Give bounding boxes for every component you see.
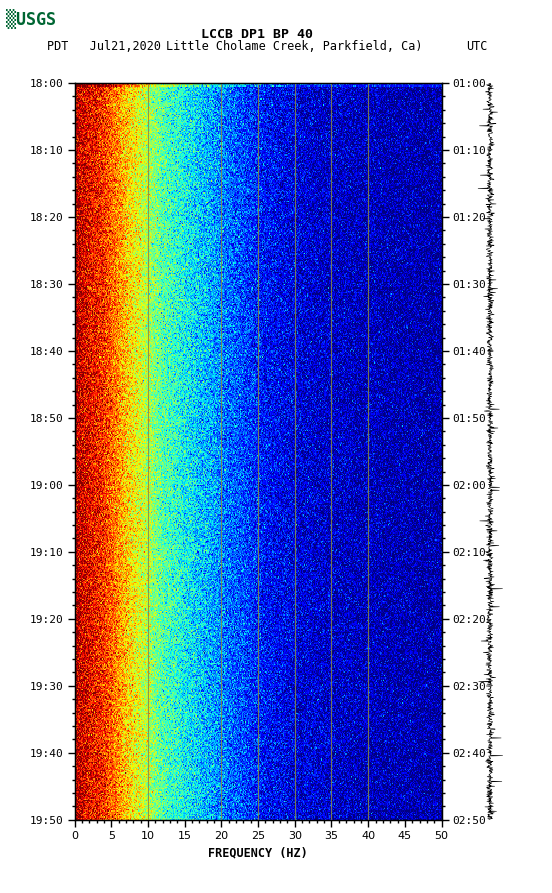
Text: PDT   Jul21,2020: PDT Jul21,2020 xyxy=(47,40,161,54)
Text: ▒USGS: ▒USGS xyxy=(6,9,56,29)
Text: LCCB DP1 BP 40: LCCB DP1 BP 40 xyxy=(201,28,312,41)
Text: Little Cholame Creek, Parkfield, Ca): Little Cholame Creek, Parkfield, Ca) xyxy=(166,40,422,54)
Text: UTC: UTC xyxy=(466,40,488,54)
X-axis label: FREQUENCY (HZ): FREQUENCY (HZ) xyxy=(208,847,308,859)
